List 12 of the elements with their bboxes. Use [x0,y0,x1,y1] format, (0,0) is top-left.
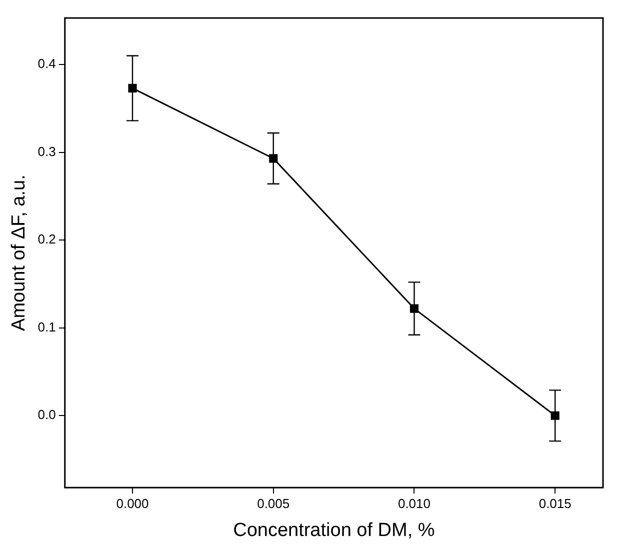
x-tick-label: 0.000 [116,496,149,511]
point [128,84,137,93]
y-axis-title: Amount of ΔF, a.u. [8,174,30,331]
x-tick-label: 0.015 [538,496,572,511]
x-tick-label: 0.005 [257,496,290,511]
x-tick-label: 0.010 [398,496,431,511]
y-tick-label: 0.0 [38,407,56,422]
x-axis-title: Concentration of DM, % [233,520,435,541]
y-tick-label: 0.3 [38,144,56,159]
y-tick-label: 0.2 [38,232,56,247]
y-tick-label: 0.4 [38,56,56,72]
y-tick-label: 0.1 [38,319,56,334]
